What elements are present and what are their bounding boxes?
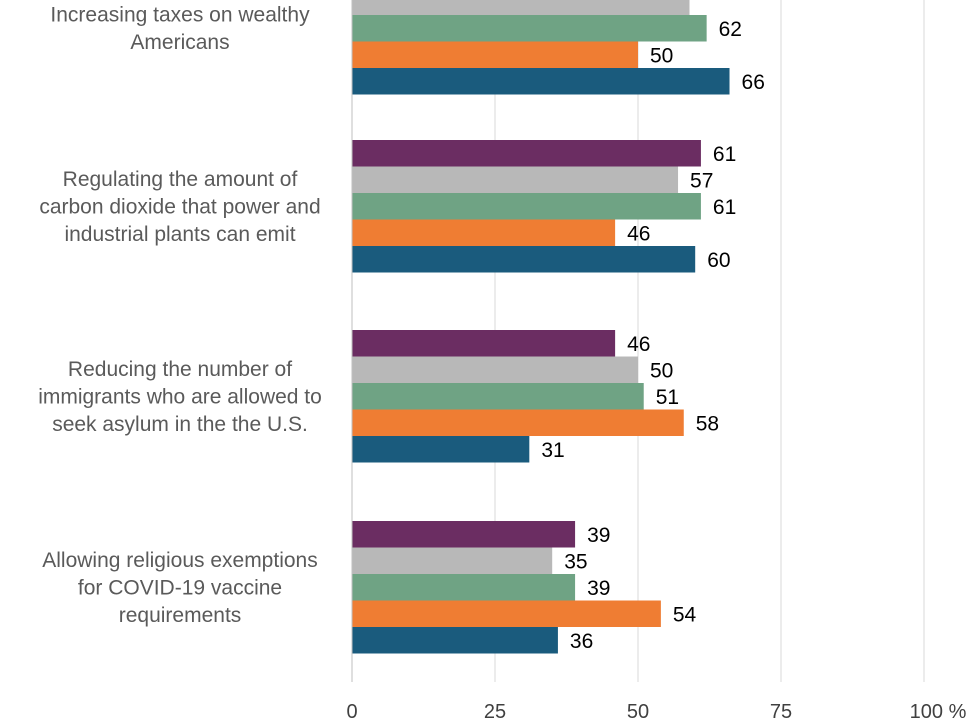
bar-series1-cat2 xyxy=(352,140,701,167)
category-label-line: immigrants who are allowed to xyxy=(38,385,322,408)
value-label-series5-cat1: 66 xyxy=(742,71,765,94)
bar-series5-cat1 xyxy=(352,68,730,95)
bar-series4-cat3 xyxy=(352,409,684,436)
category-label-line: for COVID-19 vaccine xyxy=(78,576,282,599)
bar-series2-cat2 xyxy=(352,166,679,193)
bar-series1-cat4 xyxy=(352,521,576,548)
value-label-series1-cat3: 46 xyxy=(627,333,650,356)
category-label-line: industrial plants can emit xyxy=(64,223,295,246)
bar-series5-cat2 xyxy=(352,246,696,273)
value-label-series4-cat2: 46 xyxy=(627,222,650,245)
value-label-series3-cat3: 51 xyxy=(656,386,679,409)
bar-series2-cat4 xyxy=(352,547,553,574)
category-label-3: Reducing the number of immigrants who are… xyxy=(38,358,322,436)
category-label-4: Allowing religious exemptions for COVID-1… xyxy=(42,549,317,627)
bar-series1-cat3 xyxy=(352,330,616,357)
value-label-series2-cat4: 35 xyxy=(564,550,587,573)
category-label-line: Allowing religious exemptions xyxy=(42,549,317,572)
value-label-series4-cat1: 50 xyxy=(650,44,673,67)
value-label-series5-cat2: 60 xyxy=(707,249,730,272)
category-label-line: Reducing the number of xyxy=(68,358,292,381)
category-label-line: Increasing taxes on wealthy xyxy=(50,4,310,27)
x-tick-label-0: 0 xyxy=(346,701,357,720)
value-label-series5-cat4: 36 xyxy=(570,630,593,653)
bar-series5-cat4 xyxy=(352,627,558,654)
x-tick-label-50: 50 xyxy=(627,701,649,720)
bar-series3-cat3 xyxy=(352,383,644,410)
value-label-series1-cat2: 61 xyxy=(713,143,736,166)
value-label-series3-cat4: 39 xyxy=(587,577,610,600)
bar-series3-cat2 xyxy=(352,193,701,220)
category-label-line: carbon dioxide that power and xyxy=(39,195,320,218)
bar-series2-cat3 xyxy=(352,356,638,383)
bar-series4-cat2 xyxy=(352,219,616,246)
x-tick-label-100: 100 % xyxy=(910,701,967,720)
value-label-series5-cat3: 31 xyxy=(541,439,564,462)
x-tick-label-25: 25 xyxy=(484,701,506,720)
value-label-series4-cat3: 58 xyxy=(696,412,719,435)
bar-series3-cat4 xyxy=(352,574,576,601)
category-label-line: Regulating the amount of xyxy=(63,168,298,191)
bar-series3-cat1 xyxy=(352,15,707,42)
bar-series4-cat1 xyxy=(352,41,638,68)
category-label-line: Americans xyxy=(130,31,229,54)
category-label-line: requirements xyxy=(119,604,242,627)
category-label-2: Regulating the amount of carbon dioxide t… xyxy=(39,168,320,246)
bar-series5-cat3 xyxy=(352,436,530,463)
value-label-series1-cat4: 39 xyxy=(587,524,610,547)
value-label-series2-cat3: 50 xyxy=(650,359,673,382)
value-label-series3-cat1: 62 xyxy=(719,18,742,41)
value-label-series4-cat4: 54 xyxy=(673,603,697,626)
category-label-1: Increasing taxes on wealthy Americans xyxy=(50,4,310,55)
value-label-series3-cat2: 61 xyxy=(713,196,736,219)
bar-series2-cat1 xyxy=(352,0,690,15)
value-label-series2-cat2: 57 xyxy=(690,169,713,192)
x-tick-label-75: 75 xyxy=(770,701,792,720)
category-label-line: seek asylum in the the U.S. xyxy=(52,413,308,436)
bar-series4-cat4 xyxy=(352,600,661,627)
